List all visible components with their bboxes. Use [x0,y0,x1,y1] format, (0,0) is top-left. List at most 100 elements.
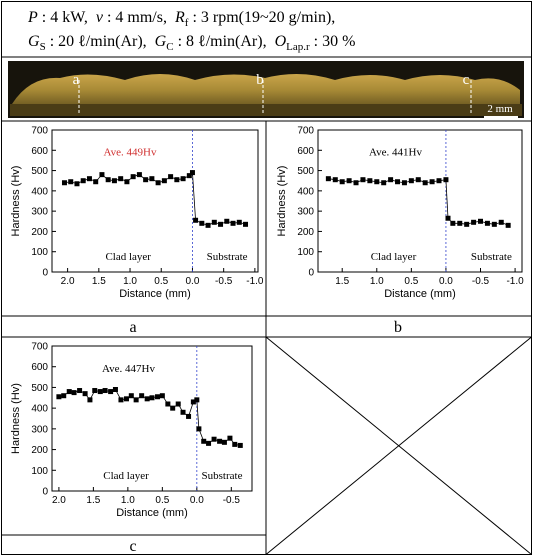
data-point [180,409,186,415]
y-tick-label: 400 [31,404,48,415]
symbol: R [174,9,185,26]
data-point [80,178,86,184]
y-tick-label: 500 [31,166,48,177]
data-point [130,174,136,180]
caption: b [394,319,402,336]
data-point [236,219,242,225]
data-point [478,218,484,224]
subscript: C [166,41,173,53]
data-point [325,176,331,182]
data-point [484,220,490,226]
x-tick-label: 0.0 [190,495,204,506]
empty-cell-cross [265,336,532,555]
data-point [450,220,456,226]
data-point [133,397,139,403]
y-tick-label: 600 [31,362,48,373]
data-point [61,180,67,186]
annotation: Substrate [207,251,248,263]
data-point [221,439,227,445]
data-point [139,393,145,399]
data-point [201,438,207,444]
y-tick-label: 300 [31,207,48,218]
data-point [360,177,366,183]
x-tick-label: 2.0 [61,276,75,287]
data-point [99,172,105,178]
x-tick-label: 1.5 [335,276,349,287]
y-tick-label: 200 [297,227,314,238]
subscript: S [40,41,46,53]
data-point [82,391,88,397]
data-point [199,220,205,226]
data-point [123,396,129,402]
data-point [196,426,202,432]
x-axis-label: Distance (mm) [116,507,188,519]
data-point [128,393,134,399]
data-point [149,395,155,401]
text: : 30 % [310,33,356,50]
y-tick-label: 0 [42,268,48,279]
data-point [186,173,192,179]
data-point [346,178,352,184]
data-point [243,221,249,227]
y-axis-label: Hardness (Hv) [276,166,288,237]
caption: a [129,319,136,336]
annotation: Clad layer [105,251,151,263]
annotation: Substrate [202,470,243,482]
annotation: Substrate [471,251,512,263]
data-point [189,170,195,176]
x-tick-label: -1.0 [506,276,524,287]
data-point [118,176,124,182]
data-point [381,180,387,186]
y-tick-label: 600 [31,146,48,157]
annotation: Ave. 441Hv [369,147,422,159]
x-tick-label: 1.5 [86,495,100,506]
y-tick-label: 100 [31,466,48,477]
data-point [211,219,217,225]
data-point [217,438,223,444]
y-tick-label: 700 [31,126,48,137]
y-tick-label: 500 [297,166,314,177]
data-point [218,221,224,227]
data-point [155,394,161,400]
x-tick-label: -0.5 [472,276,490,287]
header-line: GS : 20 ℓ/min(Ar), GC : 8 ℓ/min(Ar), OLa… [8,33,367,53]
y-tick-label: 100 [297,247,314,258]
text: : 3 rpm(19~20 g/min), [188,9,335,26]
data-point [332,177,338,183]
x-tick-label: -0.5 [215,276,233,287]
data-point [155,180,161,186]
data-point [211,436,217,442]
data-point [443,177,449,183]
subscript: Lap.r [286,41,310,53]
data-line [328,178,509,226]
data-point [66,389,72,395]
data-point [111,178,117,184]
x-axis-label: Distance (mm) [119,288,191,300]
data-point [186,413,192,419]
x-tick-label: 1.0 [123,276,137,287]
data-point [174,177,180,183]
y-axis-label: Hardness (Hv) [10,166,22,237]
data-point [136,172,142,178]
x-tick-label: -0.5 [223,495,241,506]
symbol: G [28,33,40,50]
x-axis-label: Distance (mm) [384,288,456,300]
x-tick-label: 0.5 [404,276,418,287]
data-point [175,401,181,407]
data-point [102,388,108,394]
data-point [193,217,199,223]
data-point [395,179,401,185]
data-point [436,178,442,184]
data-point [93,179,99,185]
data-point [227,435,233,441]
y-tick-label: 400 [297,186,314,197]
micrograph-marker: c [463,72,470,88]
scale-bar-label: 2 mm [487,103,513,115]
data-point [74,181,80,187]
y-tick-label: 0 [308,268,314,279]
data-point [505,222,511,228]
data-point [206,440,212,446]
data-point [71,390,77,396]
x-tick-label: 0.5 [155,495,169,506]
data-point [61,393,67,399]
